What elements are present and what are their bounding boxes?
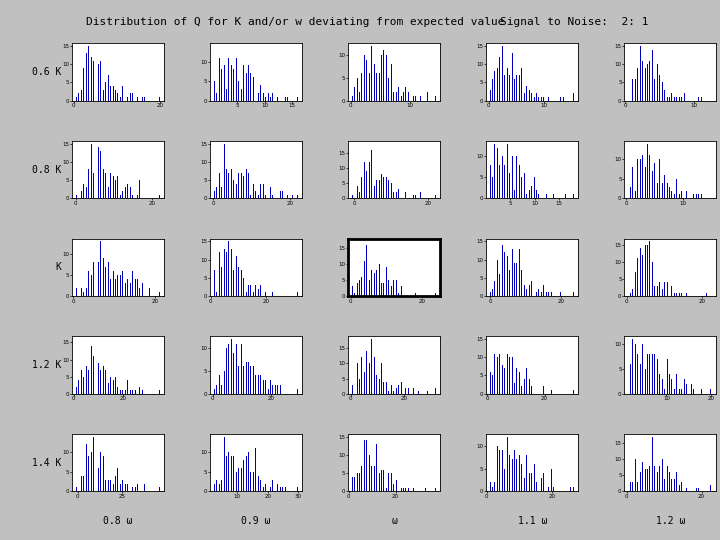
Text: K: K [55,262,61,272]
Text: 0.6 K: 0.6 K [32,67,61,77]
Text: 1.4 K: 1.4 K [32,458,61,468]
Text: 1.1 ω: 1.1 ω [518,516,547,526]
Text: 1.2 K: 1.2 K [32,360,61,370]
Text: Signal to Noise:  2: 1: Signal to Noise: 2: 1 [500,17,649,28]
Text: ω: ω [391,516,397,526]
Text: 0.9 ω: 0.9 ω [241,516,271,526]
Text: 1.2 ω: 1.2 ω [656,516,685,526]
Text: Distribution of Q for K and/or w deviating from expected value: Distribution of Q for K and/or w deviati… [86,17,505,28]
Text: 0.8 ω: 0.8 ω [104,516,132,526]
Text: 0.8 K: 0.8 K [32,165,61,174]
